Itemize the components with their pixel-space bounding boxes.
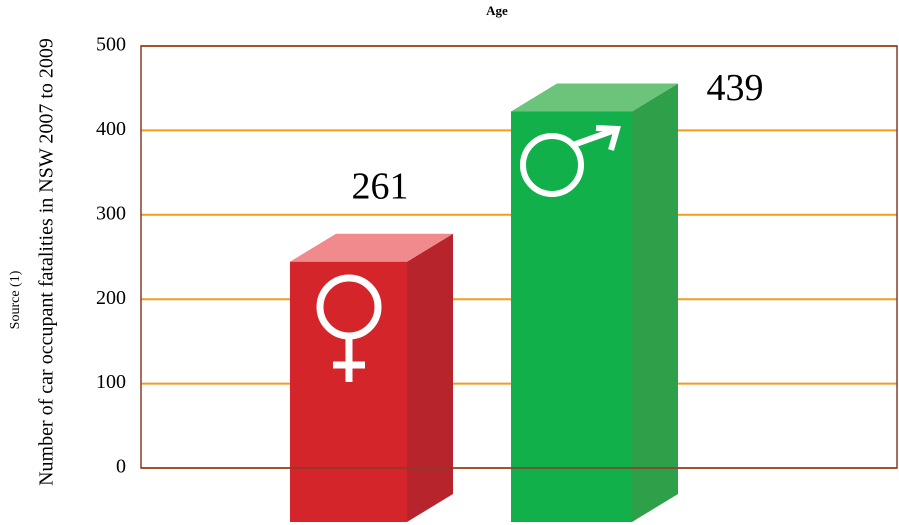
y-tick-label: 500	[96, 34, 126, 56]
bar	[290, 261, 407, 522]
y-tick-label: 0	[116, 456, 126, 478]
y-tick-label: 200	[96, 287, 126, 309]
y-tick-label: 300	[96, 202, 126, 224]
y-tick-label: 400	[96, 118, 126, 140]
bar-side	[407, 233, 453, 522]
source-note: Source (1)	[8, 270, 23, 329]
data-label: 439	[707, 67, 764, 109]
plot-frame	[140, 45, 898, 469]
male-symbol	[520, 125, 621, 197]
y-axis-label: Number of car occupant fatalities in NSW…	[36, 38, 58, 486]
labels: 0 100 200 300 400 500 261 439	[96, 34, 764, 478]
bar	[511, 111, 632, 522]
y-tick-label: 100	[96, 371, 126, 393]
bars	[290, 83, 678, 522]
chart-title: Age	[486, 3, 508, 18]
bar-side	[632, 83, 678, 522]
female-symbol	[316, 274, 382, 382]
bar-top	[290, 233, 453, 262]
data-label: 261	[352, 165, 409, 207]
bar-top	[511, 83, 678, 112]
